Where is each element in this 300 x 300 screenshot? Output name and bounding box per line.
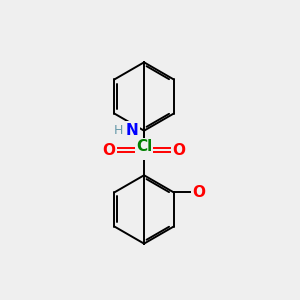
Text: O: O (103, 142, 116, 158)
Text: Cl: Cl (136, 139, 152, 154)
Text: S: S (139, 142, 150, 158)
Text: O: O (192, 185, 205, 200)
Text: H: H (114, 124, 124, 136)
Text: O: O (172, 142, 186, 158)
Text: N: N (126, 123, 139, 138)
